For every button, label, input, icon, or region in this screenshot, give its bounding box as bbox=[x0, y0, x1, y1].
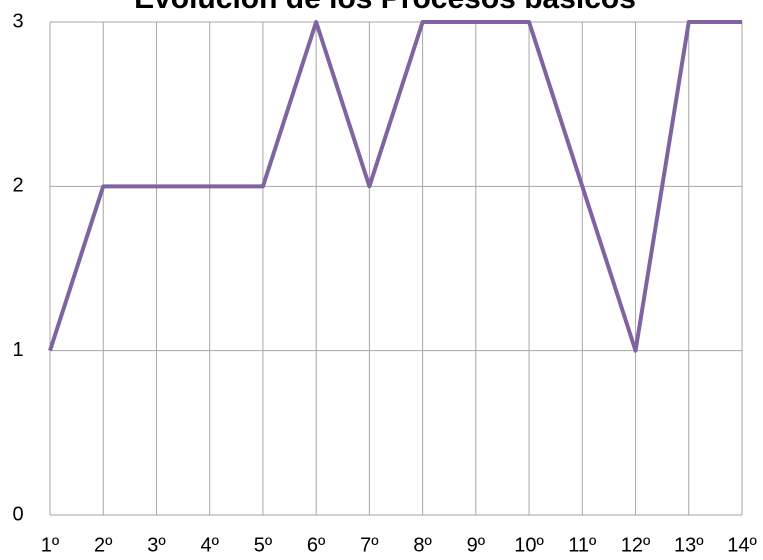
x-tick-label: 4º bbox=[200, 534, 219, 556]
y-tick-label: 2 bbox=[12, 175, 23, 197]
x-tick-label: 11º bbox=[568, 534, 597, 556]
x-tick-label: 7º bbox=[360, 534, 379, 556]
data-line bbox=[48, 20, 742, 353]
y-tick-label: 0 bbox=[12, 503, 23, 525]
x-tick-label: 1º bbox=[41, 534, 60, 556]
x-tick-label: 6º bbox=[307, 534, 326, 556]
x-tick-label: 9º bbox=[467, 534, 486, 556]
x-tick-label: 10º bbox=[514, 534, 544, 556]
x-tick-label: 5º bbox=[254, 534, 273, 556]
y-tick-label: 1 bbox=[12, 339, 23, 361]
x-tick-label: 8º bbox=[413, 534, 432, 556]
x-tick-label: 2º bbox=[94, 534, 113, 556]
chart-title: Evolución de los Procesos básicos bbox=[134, 0, 636, 15]
x-tick-label: 3º bbox=[147, 534, 166, 556]
x-tick-label: 14º bbox=[727, 534, 757, 556]
y-tick-label: 3 bbox=[12, 10, 23, 32]
x-tick-label: 12º bbox=[621, 534, 651, 556]
x-tick-label: 13º bbox=[674, 534, 704, 556]
